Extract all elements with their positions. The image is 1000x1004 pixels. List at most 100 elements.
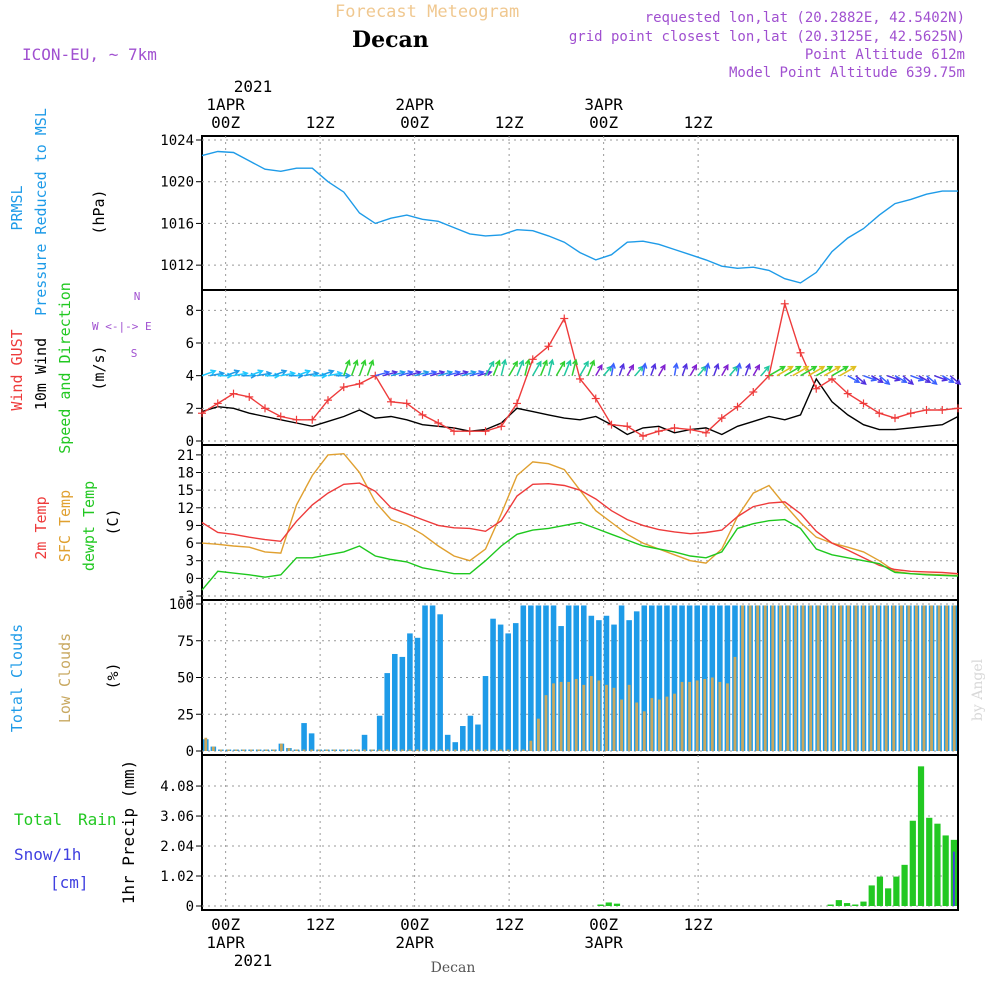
cloud-total-bar	[482, 676, 489, 751]
cloud-total-bar	[444, 734, 451, 751]
cloud-total-bar	[512, 623, 519, 751]
model-altitude: Model Point Altitude 639.75m	[729, 65, 965, 81]
wind-arrow	[532, 361, 542, 377]
wind-arrow-head	[723, 363, 729, 371]
ylabel-total-clouds: Total Clouds	[8, 624, 26, 732]
cloud-total-bar	[376, 715, 383, 751]
wind-arrow-head	[609, 362, 616, 369]
cloud-low-bar	[786, 605, 790, 751]
cloud-total-bar	[656, 605, 663, 751]
wind-arrow	[201, 370, 216, 377]
wind-arrow-head	[754, 363, 761, 371]
cloud-low-bar	[612, 687, 616, 751]
ytick-label: 1.02	[160, 869, 194, 885]
wind-arrow-head	[834, 365, 842, 372]
wind-arrow-head	[597, 363, 603, 371]
cloud-low-bar	[582, 684, 586, 751]
cloud-low-bar	[506, 749, 510, 751]
ytick-label: 9	[186, 518, 194, 534]
wind-arrow	[918, 375, 931, 383]
wind-arrow	[390, 371, 405, 377]
cloud-total-bar	[641, 605, 648, 751]
ylabel-total: Total	[14, 810, 62, 829]
wind-arrow	[689, 364, 697, 377]
wind-arrow	[438, 371, 452, 377]
cloud-total-bar	[649, 605, 655, 751]
ytick-label: 8	[186, 303, 194, 319]
wind-arrow-head	[368, 359, 375, 366]
cloud-total-bar	[490, 618, 496, 751]
wind-arrow	[225, 370, 240, 377]
cloud-low-bar	[552, 683, 555, 751]
cloud-total-bar	[573, 605, 579, 751]
ytick-label: 21	[177, 448, 194, 464]
wind-arrow	[705, 363, 709, 376]
wind-arrow-head	[328, 369, 335, 376]
cloud-low-bar	[211, 746, 215, 751]
cloud-low-bar	[831, 605, 835, 751]
cloud-low-bar	[952, 605, 956, 751]
ytick-label: 3	[186, 554, 194, 570]
cloud-low-bar	[476, 749, 480, 751]
cloud-low-bar	[589, 676, 593, 751]
wind-arrow	[382, 371, 397, 377]
rain-bar	[917, 766, 925, 906]
cloud-low-bar	[627, 684, 631, 751]
cloud-total-bar	[460, 726, 466, 751]
wind-arrow-head	[344, 359, 351, 366]
wind-arrow-head	[257, 369, 264, 376]
ytick-label: 75	[177, 634, 194, 650]
top-day-label: 2APR	[395, 95, 434, 114]
top-hour-label: 00Z	[400, 113, 429, 132]
chart-subtitle: Forecast Meteogram	[335, 2, 519, 22]
cloud-low-bar	[915, 605, 918, 751]
wind-arrow-head	[907, 379, 915, 386]
cloud-total-bar	[694, 605, 700, 751]
wind-arrow-head	[559, 360, 566, 367]
wind-arrow-head	[735, 362, 742, 369]
model-label: ICON-EU, ~ 7km	[22, 45, 157, 64]
ytick-label: 0	[186, 571, 194, 587]
cloud-low-bar	[665, 696, 669, 751]
ylabel-prmsl: PRMSL	[8, 185, 26, 230]
panel-frame	[201, 754, 959, 911]
wind-arrow	[406, 371, 421, 377]
cloud-low-bar	[385, 749, 389, 751]
cloud-low-bar	[620, 699, 623, 751]
cloud-low-bar	[204, 737, 208, 751]
cloud-total-bar	[550, 605, 557, 751]
wind-arrow	[233, 372, 248, 377]
cloud-low-bar	[279, 743, 283, 751]
cloud-total-bar	[399, 656, 406, 751]
panel-frame	[201, 135, 959, 291]
ytick-label: 2.04	[160, 839, 194, 855]
cloud-low-bar	[899, 605, 903, 751]
wind-arrow-head	[536, 360, 542, 367]
cloud-low-bar	[869, 605, 873, 751]
wind-arrow	[524, 359, 530, 376]
rain-bar	[926, 817, 933, 906]
wind-arrow-head	[877, 377, 884, 383]
wind-arrow	[469, 371, 484, 377]
cloud-low-bar	[635, 702, 639, 751]
wind-arrow-head	[795, 365, 802, 372]
cloud-total-bar	[701, 605, 708, 751]
wind-arrow	[595, 364, 603, 377]
cloud-low-bar	[922, 605, 926, 751]
cloud-low-bar	[537, 718, 540, 751]
bottom-hour-label: 12Z	[306, 915, 335, 934]
cloud-low-bar	[733, 656, 737, 751]
wind-arrow	[870, 375, 884, 383]
ytick-label: 6	[186, 336, 194, 352]
compass-we: W <-|-> E	[92, 320, 152, 333]
ytick-label: 12	[177, 501, 194, 517]
cloud-low-bar	[423, 749, 427, 751]
ylabel-2m: 2m Temp	[32, 496, 50, 559]
chart-title: Decan	[352, 27, 429, 53]
cloud-low-bar	[673, 693, 676, 751]
cloud-low-bar	[249, 749, 253, 751]
rain-bar	[934, 823, 941, 906]
panel-precip: 4.08 3.06 2.04 1.02 0	[160, 754, 959, 915]
